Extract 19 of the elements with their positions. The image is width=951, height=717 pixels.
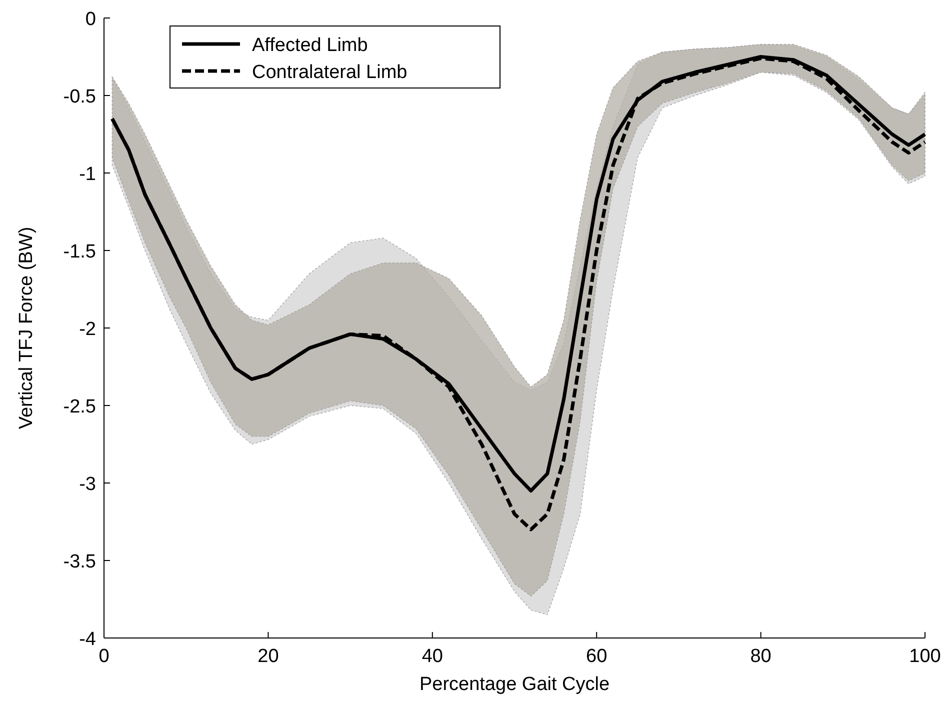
y-tick-label: -3 <box>79 474 96 495</box>
y-tick-label: -1.5 <box>63 242 96 262</box>
y-tick-label: -2.5 <box>63 396 96 418</box>
y-axis-title: Vertical TFJ Force (BW) <box>16 226 37 430</box>
x-tick-label: 0 <box>98 646 110 667</box>
y-tick-label: -2 <box>79 319 96 340</box>
y-tick-label: -0.5 <box>63 86 96 108</box>
y-tick-label: -4 <box>79 629 96 650</box>
x-tick-label: 80 <box>750 646 772 667</box>
y-tick-label: -3.5 <box>63 552 96 572</box>
x-tick-label: 40 <box>422 646 443 667</box>
x-axis-title: Percentage Gait Cycle <box>419 674 610 695</box>
x-tick-label: 20 <box>258 646 279 667</box>
y-tick-label: -1 <box>79 164 96 185</box>
legend-label: Contralateral Limb <box>252 62 408 83</box>
x-tick-label: 60 <box>586 646 608 667</box>
y-tick-label: 0 <box>85 9 96 30</box>
x-tick-label: 100 <box>909 646 941 667</box>
legend-label: Affected Limb <box>252 35 368 56</box>
